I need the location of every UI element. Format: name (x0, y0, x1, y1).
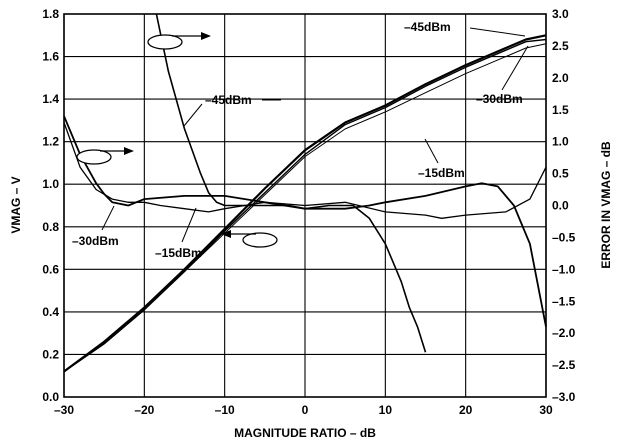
y-tick-label-left: 1.2 (42, 135, 59, 149)
series-layer (63, 13, 547, 373)
y-tick-label-right: 1.5 (552, 103, 569, 117)
y-axis-label-left: VMAG – V (9, 176, 23, 233)
annotation-30dbm-error: –30dBm (72, 234, 119, 248)
x-tick-label: 0 (302, 403, 309, 417)
x-tick-label: –30 (54, 403, 74, 417)
x-tick-label: –20 (134, 403, 154, 417)
y-tick-label-left: 0.0 (42, 390, 59, 404)
y-tick-label-left: 0.2 (42, 347, 59, 361)
series-line-left-3 (63, 43, 547, 372)
y-axis-label-right: ERROR IN VMAG – dB (599, 141, 613, 269)
arrow-right-icon (124, 147, 134, 155)
arrow-right-icon (201, 32, 211, 40)
y-tick-label-right: –3.0 (552, 390, 576, 404)
y-tick-label-right: 2.5 (552, 39, 569, 53)
y-tick-label-right: 1.0 (552, 135, 569, 149)
arrow-left-icon (221, 230, 231, 238)
annotations: –45dBm –45dBm –30dBm –15dBm –30dBm –15dB… (72, 20, 542, 260)
x-tick-label: 30 (539, 403, 553, 417)
y-tick-label-right: –1.0 (552, 262, 576, 276)
y-tick-label-left: 0.8 (42, 220, 59, 234)
y-tick-label-left: 1.4 (42, 92, 59, 106)
axis-indicator-right-left (76, 147, 134, 165)
axis-indicator-right-top (147, 32, 211, 50)
axis-indicator-ellipse (242, 232, 278, 248)
y-tick-label-right: 0.0 (552, 199, 569, 213)
annotation-15dbm-error: –15dBm (155, 246, 202, 260)
axis-indicator-left (221, 230, 278, 248)
x-tick-label: 20 (459, 403, 473, 417)
annotation-15dbm-vmag: –15dBm (418, 166, 465, 180)
y-tick-label-left: 1.8 (42, 7, 59, 21)
series-line-right-5 (63, 115, 547, 327)
y-tick-label-right: 0.5 (552, 167, 569, 181)
y-tick-label-right: –0.5 (552, 230, 576, 244)
axis-indicator-ellipse (147, 34, 183, 50)
series-line-right-6 (63, 122, 547, 219)
annotation-30dbm-vmag: –30dBm (476, 92, 523, 106)
annotation-45dbm-error: –45dBm (205, 93, 252, 107)
leader-line (501, 45, 529, 91)
series-line-left-1 (63, 34, 547, 373)
leader-line (181, 207, 197, 243)
y-tick-label-right: –2.0 (552, 326, 576, 340)
x-tick-label: 10 (379, 403, 393, 417)
y-tick-label-right: –1.5 (552, 294, 576, 308)
leader-line (101, 205, 115, 231)
y-tick-label-left: 1.6 (42, 50, 59, 64)
plot-area-frame (63, 13, 547, 398)
x-axis-label: MAGNITUDE RATIO – dB (234, 426, 376, 440)
leader-line (183, 103, 203, 127)
leader-line (424, 138, 439, 164)
x-tick-labels: –30 –20 –10 0 10 20 30 (54, 403, 553, 417)
y-tick-label-right: 2.0 (552, 71, 569, 85)
x-tick-label: –10 (215, 403, 235, 417)
axis-indicator-ellipse (76, 149, 112, 165)
y-tick-labels-left: 0.0 0.2 0.4 0.6 0.8 1.0 1.2 1.4 1.6 1.8 (42, 7, 59, 404)
y-tick-label-right: –2.5 (552, 358, 576, 372)
annotation-45dbm-vmag: –45dBm (404, 20, 451, 34)
y-tick-label-right: 3.0 (552, 7, 569, 21)
y-tick-label-left: 1.0 (42, 177, 59, 191)
y-tick-label-left: 0.6 (42, 262, 59, 276)
y-tick-labels-right: –3.0 –2.5 –2.0 –1.5 –1.0 –0.5 0.0 0.5 1.0 1.5 2.0 2… (552, 7, 576, 404)
leader-line (469, 27, 526, 37)
y-tick-label-left: 0.4 (42, 305, 59, 319)
